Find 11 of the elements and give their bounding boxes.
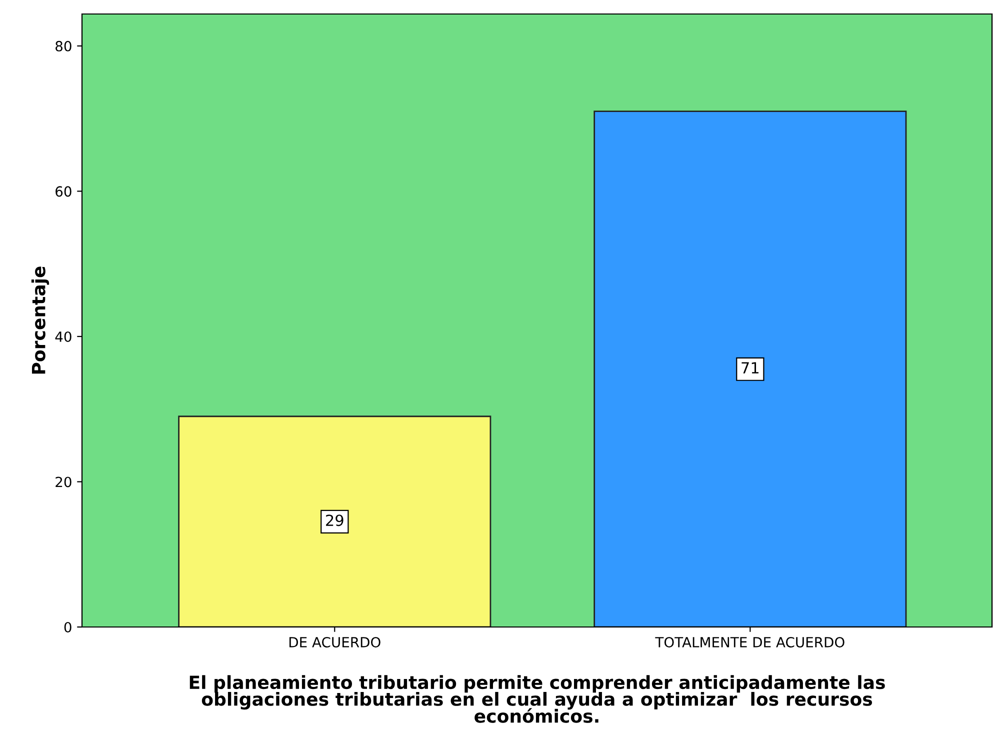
x-tick-label: TOTALMENTE DE ACUERDO — [655, 636, 844, 648]
y-tick-label: 40 — [55, 331, 72, 342]
x-tick-label: DE ACUERDO — [289, 636, 380, 648]
y-axis-title: Porcentaje — [31, 266, 50, 374]
data-label: 29 — [326, 514, 344, 526]
y-tick-label: 20 — [56, 476, 72, 488]
x-axis-title: El planeamiento tributario permite comprender anticipadamente las obligaciones tributarias en el cual ayuda a optimizar los recursos económicos. — [190, 675, 885, 723]
y-tick-label: 60 — [56, 186, 72, 197]
y-tick-label: 0 — [64, 622, 72, 632]
y-tick-label: 80 — [56, 40, 72, 52]
data-label: 71 — [742, 362, 758, 374]
